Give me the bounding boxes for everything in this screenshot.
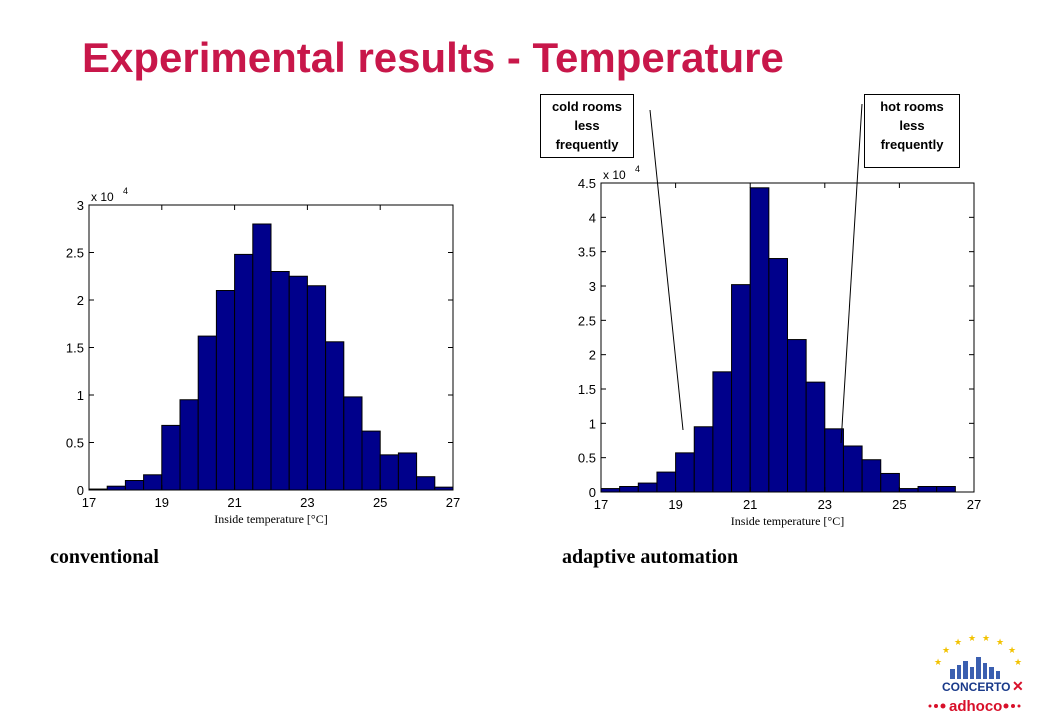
y-tick-label: 1 [589, 416, 596, 431]
adhoco-dots-right-icon [1003, 703, 1021, 709]
x-tick-label: 19 [155, 495, 169, 510]
y-tick-label: 1.5 [66, 341, 84, 356]
callout-hot-line-2: less [899, 118, 925, 133]
adhoco-dots-left-icon [928, 703, 946, 709]
svg-text:★: ★ [942, 646, 950, 656]
histogram-bar [898, 488, 919, 493]
histogram-bar [693, 426, 714, 493]
y-tick-label: 2 [589, 348, 596, 363]
histogram-bar [600, 488, 621, 493]
histogram-bar [656, 471, 677, 493]
y-tick-label: 0 [77, 483, 84, 498]
y-tick-label: 1.5 [578, 382, 596, 397]
callout-cold-rooms: cold rooms less frequently [540, 94, 634, 158]
y-tick-label: 1 [77, 388, 84, 403]
svg-text:★: ★ [954, 638, 962, 648]
y-exponent-label: x 10 [603, 168, 626, 182]
callout-cold-line-3: frequently [555, 137, 619, 152]
y-tick-label: 2 [77, 293, 84, 308]
histogram-bar [637, 482, 658, 493]
y-tick-label: 0.5 [66, 436, 84, 451]
y-exponent-label: x 10 [91, 190, 114, 204]
x-tick-label: 25 [373, 495, 387, 510]
adhoco-wordmark: adhoco [949, 698, 1002, 715]
caption-adaptive-automation: adaptive automation [562, 546, 739, 568]
histogram-bar [787, 339, 807, 493]
skyline-icon [950, 657, 1000, 679]
svg-text:★: ★ [1008, 646, 1016, 656]
x-tick-label: 19 [668, 497, 682, 512]
y-tick-label: 4 [589, 210, 596, 225]
histogram-bar [712, 371, 733, 493]
histogram-bar [805, 381, 826, 493]
histogram-bar [936, 486, 956, 493]
x-tick-label: 23 [300, 495, 314, 510]
y-exponent-power: 4 [123, 186, 128, 196]
svg-text:★: ★ [996, 638, 1004, 648]
concerto-x-icon: ✕ [1012, 678, 1024, 694]
y-tick-label: 3 [589, 279, 596, 294]
histogram-bar [675, 452, 695, 493]
callout-hot-rooms: hot rooms less frequently [864, 94, 960, 168]
histogram-bar [842, 445, 863, 493]
x-tick-label: 23 [818, 497, 832, 512]
histogram-bar [768, 258, 788, 493]
histogram-bar [619, 486, 639, 493]
callout-cold-line-2: less [574, 118, 600, 133]
x-tick-label: 25 [892, 497, 906, 512]
caption-conventional: conventional [50, 546, 159, 568]
svg-text:★: ★ [968, 635, 976, 644]
x-tick-label: 21 [227, 495, 241, 510]
svg-text:★: ★ [934, 658, 942, 668]
concerto-adhoco-logo: ★ ★ ★ ★ ★ ★ ★ ★ CONCERTO ✕ adhoco [928, 635, 1024, 715]
y-tick-label: 2.5 [578, 313, 596, 328]
y-tick-label: 4.5 [578, 176, 596, 191]
y-exponent-power: 4 [635, 164, 640, 174]
callout-cold-line-1: cold rooms [551, 99, 623, 114]
x-tick-label: 27 [446, 495, 460, 510]
histogram-bar [917, 486, 938, 493]
plot-frame [600, 182, 975, 493]
histogram-bar [731, 284, 751, 493]
svg-text:★: ★ [1014, 658, 1022, 668]
y-tick-label: 0.5 [578, 451, 596, 466]
callout-hot-line-1: hot rooms [880, 99, 944, 114]
callout-hot-line-3: frequently [880, 137, 944, 152]
star-ring-icon: ★ ★ ★ ★ ★ ★ ★ ★ [934, 635, 1022, 668]
concerto-wordmark: CONCERTO [942, 680, 1010, 694]
y-tick-label: 2.5 [66, 246, 84, 261]
histogram-bar [861, 459, 882, 493]
x-axis-label: Inside temperature [°C] [214, 512, 327, 526]
svg-text:★: ★ [982, 635, 990, 644]
x-tick-label: 21 [743, 497, 757, 512]
y-tick-label: 3.5 [578, 245, 596, 260]
y-tick-label: 3 [77, 198, 84, 213]
histogram-bar [749, 187, 770, 493]
x-tick-label: 17 [82, 495, 96, 510]
histogram-bar [824, 428, 844, 493]
histogram-bar [880, 472, 900, 493]
y-tick-label: 0 [589, 485, 596, 500]
x-tick-label: 17 [594, 497, 608, 512]
x-axis-label: Inside temperature [°C] [731, 514, 844, 528]
x-tick-label: 27 [967, 497, 981, 512]
page-title: Experimental results - Temperature [82, 34, 784, 81]
